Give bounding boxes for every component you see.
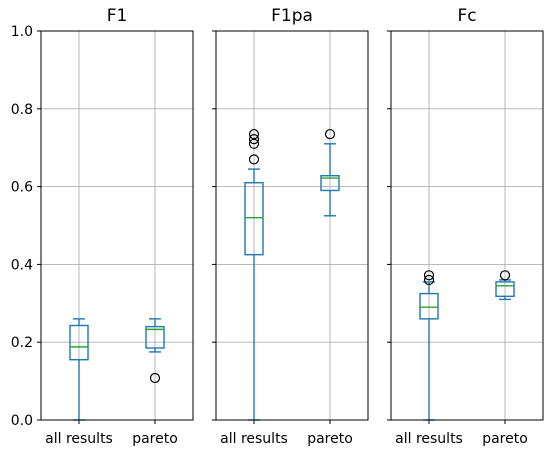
x-tick-label: all results [220, 431, 288, 447]
y-tick-label: 1.0 [11, 24, 33, 40]
box [244, 182, 264, 256]
box [69, 324, 89, 361]
box [419, 292, 439, 320]
outlier-point [423, 274, 435, 286]
y-tick-label: 0.8 [11, 102, 33, 118]
outlier-point [149, 372, 161, 384]
x-tick-label: pareto [307, 431, 353, 447]
axes-frame [390, 30, 544, 421]
outlier-point [248, 134, 260, 145]
box [145, 325, 165, 349]
box [320, 175, 340, 192]
box [495, 281, 515, 297]
x-tick-label: all results [395, 431, 463, 447]
panel-title: F1pa [271, 6, 313, 26]
panel-title: Fc [457, 6, 476, 26]
panel-title: F1 [107, 6, 128, 26]
axes-frame [215, 30, 369, 421]
outlier-point [248, 154, 260, 165]
x-tick-label: all results [45, 431, 113, 447]
y-tick-label: 0.4 [11, 257, 33, 273]
y-tick-label: 0.6 [11, 180, 33, 196]
y-tick-label: 0.0 [11, 413, 33, 429]
y-tick-label: 0.2 [11, 335, 33, 351]
outlier-point [324, 128, 336, 140]
outlier-point [499, 270, 511, 281]
axes-frame [40, 30, 194, 421]
x-tick-label: pareto [482, 431, 528, 447]
x-tick-label: pareto [132, 431, 178, 447]
outlier-point [423, 270, 435, 281]
outlier-point [248, 128, 260, 140]
outlier-point [248, 138, 260, 149]
